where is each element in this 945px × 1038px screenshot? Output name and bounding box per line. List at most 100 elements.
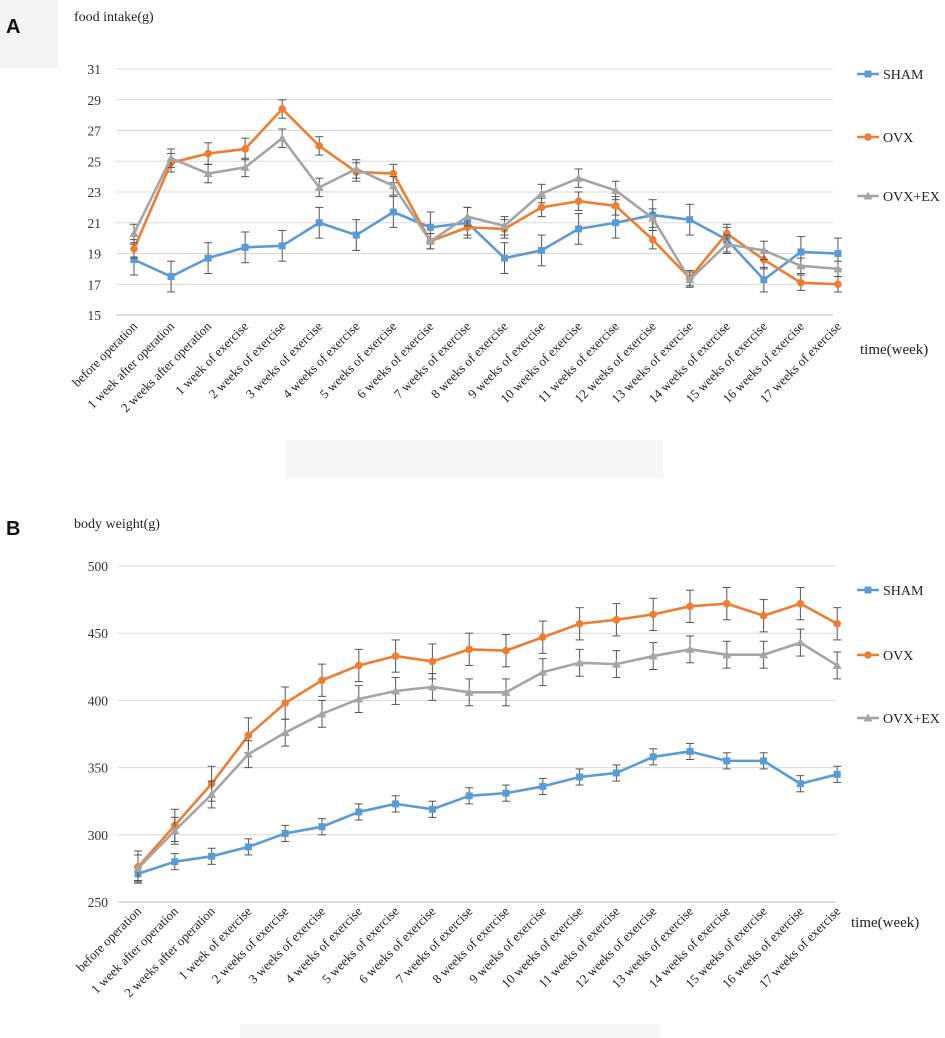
data-point: [278, 105, 287, 113]
data-point: [241, 243, 249, 251]
data-point: [611, 659, 621, 668]
data-point: [649, 610, 657, 619]
data-point: [575, 658, 585, 667]
x-axis-title: time(week): [860, 342, 928, 358]
series-line: [133, 210, 839, 281]
data-point: [244, 843, 252, 851]
data-point: [391, 652, 400, 660]
legend-marker: [864, 651, 872, 659]
data-point: [281, 699, 290, 707]
y-tick-label: 31: [88, 62, 102, 77]
data-point: [465, 792, 473, 800]
panel-b-footer-band: [240, 1024, 660, 1038]
data-point: [612, 615, 621, 624]
data-point: [834, 280, 842, 289]
data-point: [207, 789, 217, 798]
legend-label: SHAM: [883, 584, 924, 599]
y-tick-label: 17: [88, 277, 102, 292]
series-ovx-ex: OVX+EX: [133, 628, 940, 883]
data-point: [166, 153, 176, 162]
data-point: [133, 863, 143, 872]
data-point: [537, 203, 546, 212]
series-line: [137, 602, 838, 868]
data-point: [649, 753, 657, 761]
data-point: [538, 246, 546, 254]
series-sham: SHAM: [134, 584, 924, 881]
data-point: [389, 169, 398, 178]
x-tick-label: before operation: [69, 318, 140, 389]
data-point: [834, 250, 842, 257]
series-line: [132, 107, 839, 286]
data-point: [428, 657, 437, 666]
data-point: [576, 773, 584, 781]
data-point: [500, 221, 509, 230]
data-point: [501, 254, 508, 262]
data-point: [760, 757, 768, 765]
data-point: [354, 694, 364, 703]
series-line: [137, 641, 838, 870]
data-point: [465, 645, 474, 654]
data-point: [612, 219, 620, 227]
data-point: [315, 219, 323, 227]
data-point: [760, 276, 768, 284]
data-point: [130, 245, 138, 253]
data-point: [832, 660, 842, 669]
data-point: [759, 245, 769, 254]
data-point: [243, 749, 253, 758]
data-point: [797, 248, 805, 256]
legend-marker: [863, 191, 873, 200]
data-point: [797, 278, 805, 287]
data-point: [686, 216, 694, 224]
data-point: [388, 181, 398, 190]
data-point: [392, 800, 400, 808]
data-point: [426, 223, 434, 231]
data-point: [427, 682, 437, 691]
data-point: [428, 805, 436, 813]
data-point: [575, 225, 583, 233]
y-tick-label: 450: [88, 626, 109, 641]
data-point: [170, 826, 180, 835]
y-tick-label: 25: [88, 154, 102, 169]
data-point: [612, 769, 620, 777]
y-tick-label: 500: [88, 559, 109, 574]
x-axis-title: time(week): [851, 915, 919, 931]
series-ovx-ex: OVX+EX: [129, 128, 940, 288]
data-point: [796, 780, 804, 788]
data-point: [355, 808, 363, 816]
data-point: [759, 650, 769, 659]
series-line: [132, 136, 839, 281]
legend-label: OVX: [883, 131, 913, 146]
data-point: [611, 185, 621, 194]
y-tick-label: 400: [88, 693, 109, 708]
y-axis-title: food intake(g): [74, 10, 154, 25]
data-point: [574, 173, 584, 182]
data-point: [723, 757, 731, 765]
data-point: [686, 747, 694, 755]
y-axis-title: body weight(g): [74, 517, 160, 532]
data-point: [240, 162, 250, 171]
data-point: [575, 619, 584, 628]
data-point: [502, 789, 510, 797]
data-point: [795, 638, 805, 647]
panel-a-footer-band: [285, 440, 663, 478]
data-point: [278, 242, 286, 250]
data-point: [355, 661, 363, 670]
data-point: [315, 142, 324, 150]
data-point: [204, 254, 212, 262]
data-point: [352, 231, 360, 239]
data-point: [501, 687, 511, 696]
data-point: [314, 182, 324, 191]
data-point: [171, 858, 179, 866]
data-point: [722, 239, 732, 248]
panel-a-label-background: [0, 0, 58, 68]
legend-label: OVX+EX: [883, 712, 940, 727]
data-point: [539, 782, 547, 790]
data-point: [318, 823, 326, 831]
legend-marker: [863, 713, 873, 722]
legend-label: OVX: [883, 649, 913, 664]
data-point: [722, 650, 732, 659]
y-tick-label: 29: [88, 93, 102, 108]
data-point: [648, 651, 658, 660]
data-point: [204, 149, 212, 158]
y-tick-label: 15: [88, 308, 102, 323]
